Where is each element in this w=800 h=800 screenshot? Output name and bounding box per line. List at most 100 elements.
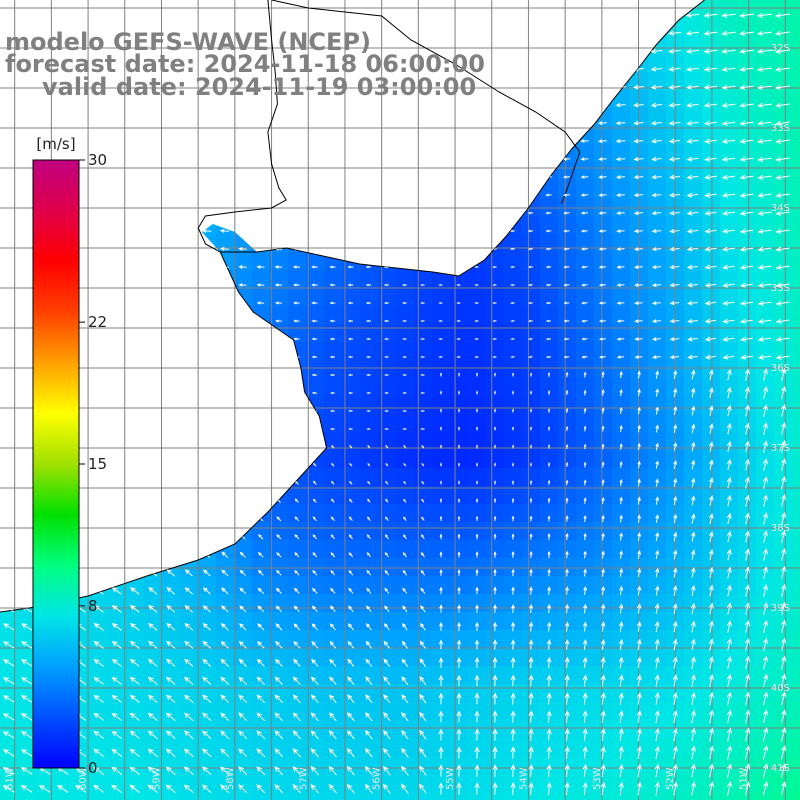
wind-arrow (331, 462, 335, 467)
wind-arrow (275, 569, 282, 576)
wind-arrow (130, 587, 140, 595)
colorbar-tick-label: 22 (88, 313, 107, 331)
wind-arrow (293, 640, 301, 649)
wind-cell (612, 522, 631, 541)
wind-cell (396, 342, 415, 361)
wind-arrow (238, 712, 248, 722)
wind-cell (792, 612, 800, 631)
wind-arrow (238, 623, 247, 631)
wind-arrow (219, 246, 229, 251)
wind-arrow (528, 746, 534, 759)
wind-arrow (744, 404, 750, 417)
wind-cell (360, 414, 379, 433)
wind-arrow (348, 552, 354, 558)
wind-arrow (690, 602, 696, 615)
wind-arrow (166, 622, 176, 631)
wind-arrow (220, 676, 230, 685)
wind-cell (684, 252, 703, 271)
wind-arrow (704, 264, 717, 270)
wind-cell (486, 378, 505, 397)
wind-arrow (687, 336, 698, 342)
wind-arrow (547, 533, 551, 540)
wind-arrow (687, 354, 698, 360)
wind-arrow (637, 567, 642, 578)
wind-cell (288, 270, 307, 289)
wind-arrow (616, 301, 625, 305)
colorbar-scale (32, 159, 80, 769)
wind-arrow (366, 534, 371, 540)
wind-cell (612, 666, 631, 685)
wind-cell (288, 684, 307, 703)
wind-arrow (580, 157, 589, 161)
wind-arrow (328, 783, 337, 794)
wind-arrow (456, 710, 462, 723)
wind-arrow (256, 283, 265, 287)
wind-cell (684, 180, 703, 199)
wind-cell (18, 648, 37, 667)
wind-arrow (690, 691, 696, 705)
wind-cell (468, 648, 487, 667)
wind-arrow (655, 442, 659, 451)
wind-arrow (616, 265, 625, 269)
wind-arrow (510, 746, 516, 759)
wind-cell (702, 432, 721, 451)
wind-arrow (633, 120, 644, 126)
wind-arrow (615, 138, 626, 144)
wind-arrow (493, 515, 497, 522)
wind-cell (594, 324, 613, 343)
wind-cell (630, 306, 649, 325)
wind-arrow (111, 712, 122, 721)
wind-arrow (419, 711, 427, 722)
wind-cell (630, 234, 649, 253)
wind-arrow (691, 459, 696, 470)
wind-arrow (636, 727, 642, 741)
wind-arrow (547, 462, 551, 467)
wind-arrow (401, 640, 408, 649)
wind-arrow (148, 604, 158, 613)
wind-arrow (202, 605, 211, 613)
wind-cell (198, 630, 217, 649)
wind-arrow (331, 480, 335, 485)
wind-arrow (687, 318, 698, 324)
wind-cell (180, 738, 199, 757)
wind-cell (486, 396, 505, 415)
wind-cell (504, 486, 523, 505)
wind-arrow (619, 424, 623, 432)
wind-arrow (474, 283, 479, 287)
wind-arrow (510, 265, 515, 269)
wind-arrow (721, 48, 736, 54)
wind-arrow (238, 748, 248, 758)
wind-arrow (402, 551, 407, 558)
wind-cell (630, 648, 649, 667)
wind-arrow (492, 355, 497, 359)
wind-arrow (762, 386, 768, 399)
wind-cell (684, 684, 703, 703)
wind-cell (756, 504, 775, 523)
wind-arrow (637, 549, 642, 559)
wind-arrow (401, 747, 409, 758)
wind-arrow (293, 319, 300, 323)
wind-arrow (600, 728, 606, 741)
wind-arrow (165, 748, 176, 758)
wind-cell (576, 396, 595, 415)
wind-cell (738, 378, 757, 397)
wind-cell (324, 324, 343, 343)
wind-cell (504, 360, 523, 379)
wind-arrow (780, 727, 787, 742)
wind-cell (306, 288, 325, 307)
wind-arrow (420, 301, 425, 305)
wind-cell (378, 432, 397, 451)
wind-arrow (275, 319, 282, 323)
wind-arrow (329, 640, 337, 649)
wind-cell (486, 270, 505, 289)
wind-arrow (722, 336, 735, 342)
wind-arrow (690, 638, 696, 651)
wind-arrow (709, 477, 714, 488)
wind-cell (756, 612, 775, 631)
wind-cell (720, 630, 739, 649)
wind-cell (324, 450, 343, 469)
wind-arrow (402, 605, 408, 613)
wind-cell (774, 666, 793, 685)
wind-cell (378, 576, 397, 595)
wind-arrow (565, 603, 570, 614)
